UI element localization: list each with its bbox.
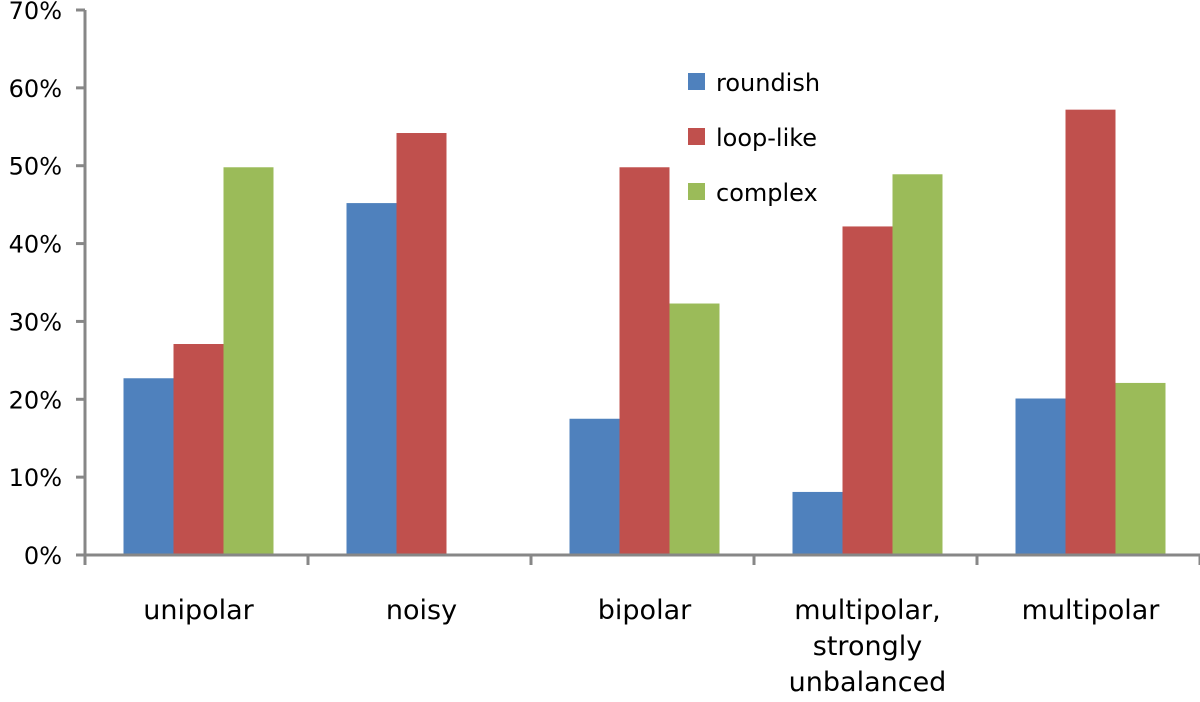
bar-complex-0: [223, 167, 274, 555]
bar-complex-4: [1115, 382, 1166, 555]
y-tick-label: 30%: [9, 308, 62, 336]
y-axis-ticks: [76, 8, 85, 557]
bar-roundish-2: [569, 418, 620, 555]
legend-label-complex: complex: [716, 179, 818, 207]
legend-swatch-loop-like: [688, 128, 705, 145]
bar-complex-3: [892, 174, 943, 555]
legend-swatch-complex: [688, 183, 705, 200]
y-tick-label: 50%: [9, 153, 62, 181]
category-label: multipolar, strongly unbalanced: [789, 595, 947, 698]
y-tick-label: 40%: [9, 231, 62, 259]
bar-roundish-1: [346, 203, 397, 556]
legend: roundish loop-like complex: [688, 69, 820, 207]
x-axis-ticks: [83, 555, 1200, 565]
category-label: unipolar: [143, 595, 254, 626]
y-tick-label: 70%: [9, 0, 62, 25]
category-label: multipolar: [1022, 595, 1161, 626]
legend-label-loop-like: loop-like: [716, 124, 817, 152]
bar-loop-like-0: [173, 344, 224, 555]
bar-loop-like-2: [619, 167, 670, 555]
bar-roundish-3: [792, 491, 843, 555]
y-tick-label: 10%: [9, 464, 62, 492]
category-label: bipolar: [598, 595, 692, 626]
category-label: noisy: [386, 595, 457, 626]
bar-roundish-0: [123, 378, 174, 555]
bar-roundish-4: [1015, 398, 1066, 555]
legend-swatch-roundish: [688, 73, 705, 90]
bars-group: [123, 109, 1166, 556]
y-tick-label: 20%: [9, 386, 62, 414]
y-tick-label: 60%: [9, 75, 62, 103]
bar-complex-2: [669, 303, 720, 555]
y-tick-label: 0%: [24, 542, 62, 570]
legend-label-roundish: roundish: [716, 69, 820, 97]
bar-loop-like-4: [1065, 109, 1116, 556]
y-axis-tick-labels: 0% 10% 20% 30% 40% 50% 60% 70%: [9, 0, 62, 570]
bar-loop-like-1: [396, 133, 447, 555]
bar-loop-like-3: [842, 226, 893, 555]
x-axis-category-labels: unipolar noisy bipolar multipolar, strongly u…: [143, 595, 1160, 698]
